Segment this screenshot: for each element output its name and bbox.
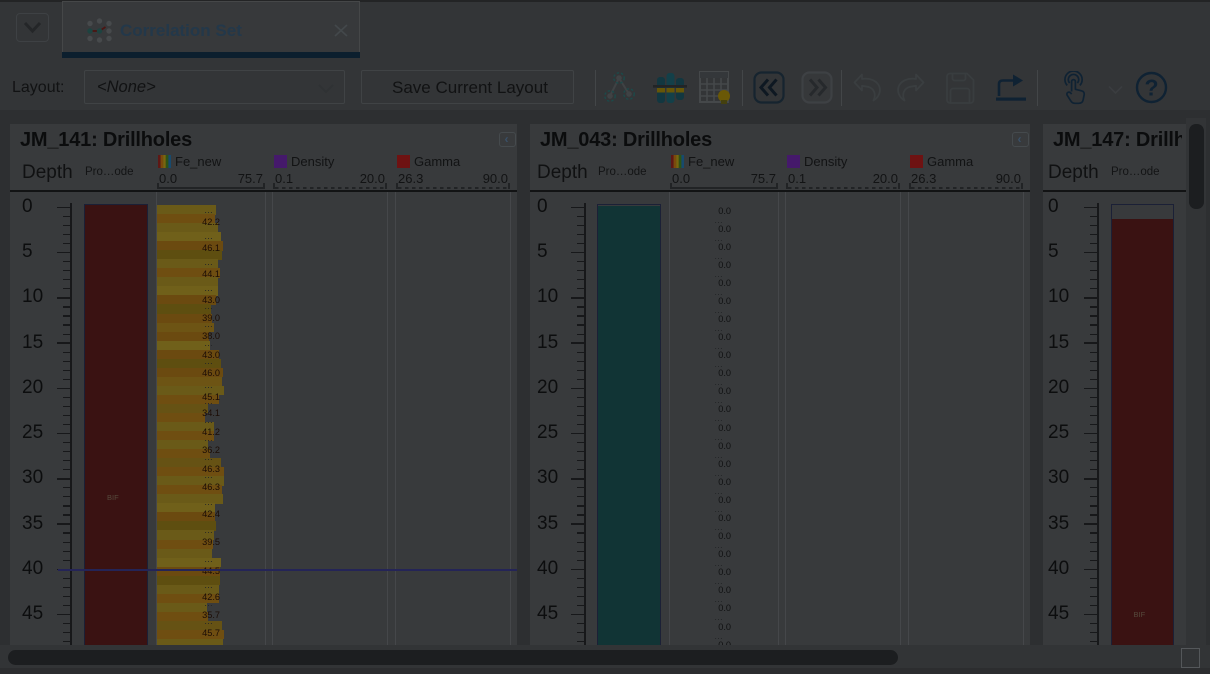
svg-text:?: ? xyxy=(1144,75,1158,101)
